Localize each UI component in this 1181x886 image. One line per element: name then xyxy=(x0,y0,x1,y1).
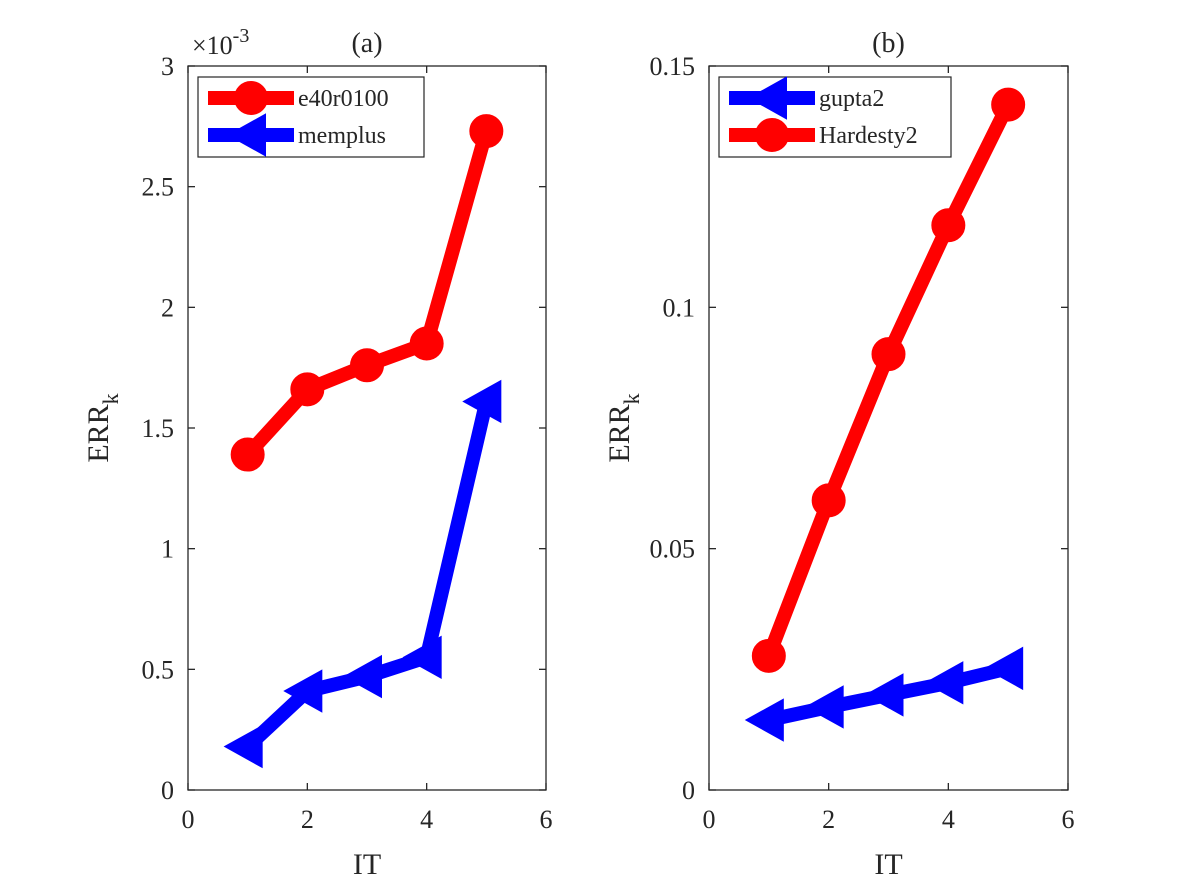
x-tick-label: 2 xyxy=(822,805,835,834)
x-tick-label: 4 xyxy=(942,805,955,834)
series-line xyxy=(242,399,494,752)
data-point xyxy=(744,698,784,742)
data-point xyxy=(871,337,906,372)
panel-a: 0 2 4 6 0 0.5 1 1.5 2 2.5 3 (a) IT ERRk ×10-3 e40r0100 m… xyxy=(82,25,553,881)
axes-box xyxy=(708,65,1069,791)
data-point xyxy=(991,87,1026,122)
data-point xyxy=(462,379,502,424)
panel-b: 0 2 4 6 0 0.05 0.1 0.15 (b) IT ERRk gupta2 Hardesty2 xyxy=(603,28,1075,881)
series-Hardesty2 xyxy=(751,87,1026,673)
y-tick-label: 3 xyxy=(161,52,174,81)
y-axis-label-main: ERR xyxy=(82,404,115,462)
y-axis-label: ERRk xyxy=(603,393,644,462)
legend-label: gupta2 xyxy=(819,86,884,112)
legend: e40r0100 memplus xyxy=(197,76,425,158)
data-point xyxy=(350,348,384,383)
data-point xyxy=(469,114,504,149)
data-point xyxy=(283,669,323,713)
data-point xyxy=(864,673,904,717)
data-point xyxy=(804,685,844,729)
y-axis-label-subscript: k xyxy=(619,393,644,404)
data-point xyxy=(931,208,966,243)
legend-marker xyxy=(747,76,787,120)
y-axis-label-main: ERR xyxy=(603,404,636,462)
y-tick-label: 0 xyxy=(682,776,695,805)
chart-title: (a) xyxy=(351,28,382,59)
y-tick-label: 2 xyxy=(161,293,174,322)
y-tick-label: 1 xyxy=(161,535,174,564)
y-scale-exponent: -3 xyxy=(233,25,250,47)
data-point xyxy=(751,638,786,673)
legend: gupta2 Hardesty2 xyxy=(718,76,952,158)
data-point xyxy=(230,437,265,472)
data-point xyxy=(223,724,263,769)
x-tick-label: 6 xyxy=(540,805,553,834)
y-scale-base: ×10 xyxy=(192,31,233,60)
legend-marker xyxy=(755,118,789,152)
legend-label: e40r0100 xyxy=(298,86,389,112)
data-point xyxy=(409,326,444,361)
series-gupta2 xyxy=(744,646,1024,742)
data-point xyxy=(924,661,964,705)
data-point xyxy=(811,483,846,518)
y-axis-label: ERRk xyxy=(82,393,123,462)
chart-title: (b) xyxy=(872,28,905,59)
x-tick-label: 2 xyxy=(301,805,314,834)
y-tick-label: 1.5 xyxy=(142,414,175,443)
y-axis-label-subscript: k xyxy=(98,393,123,404)
y-tick-label: 0.15 xyxy=(650,52,696,81)
series-e40r0100 xyxy=(230,114,504,472)
series-memplus xyxy=(223,379,502,769)
data-point xyxy=(984,646,1024,691)
legend-marker xyxy=(234,81,268,115)
y-tick-label: 2.5 xyxy=(142,173,175,202)
series-line xyxy=(762,101,1015,659)
x-tick-label: 0 xyxy=(703,805,716,834)
x-tick-label: 4 xyxy=(420,805,433,834)
series-line xyxy=(242,129,494,460)
legend-label: memplus xyxy=(298,123,386,149)
y-tick-label: 0.05 xyxy=(650,535,696,564)
y-tick-label: 0.5 xyxy=(142,655,175,684)
x-tick-label: 6 xyxy=(1062,805,1075,834)
y-tick-label: 0 xyxy=(161,776,174,805)
y-tick-label: 0.1 xyxy=(663,293,696,322)
legend-marker xyxy=(226,113,266,157)
data-point xyxy=(290,372,325,407)
x-axis-label: IT xyxy=(874,848,902,881)
data-point xyxy=(402,635,442,679)
y-scale-multiplier: ×10-3 xyxy=(192,25,249,60)
legend-box xyxy=(197,76,425,158)
x-axis-label: IT xyxy=(353,848,381,881)
x-tick-label: 0 xyxy=(182,805,195,834)
legend-label: Hardesty2 xyxy=(819,123,918,149)
data-point xyxy=(342,654,382,699)
